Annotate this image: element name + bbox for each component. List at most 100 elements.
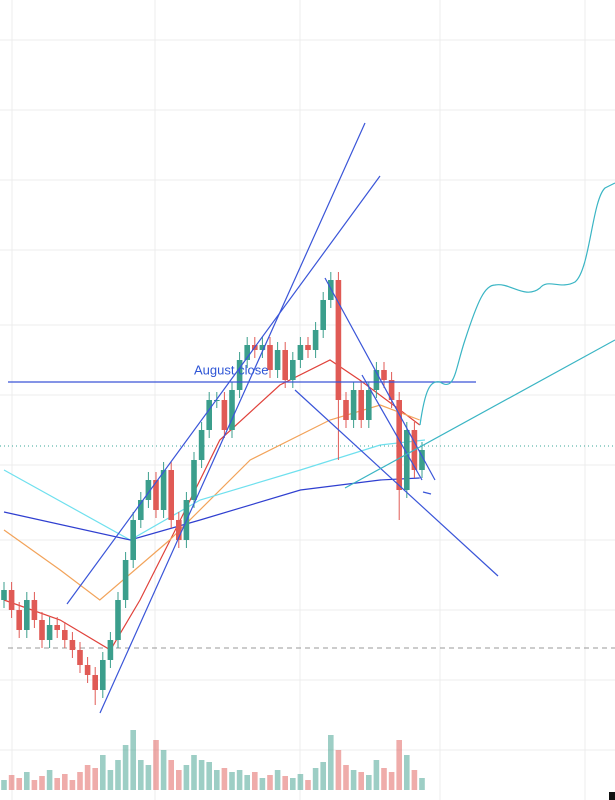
- volume-bar: [320, 762, 326, 790]
- candle-body: [328, 280, 334, 300]
- volume-bar: [274, 770, 281, 790]
- candle-body: [305, 345, 311, 350]
- candle-body: [381, 370, 387, 380]
- volume-bar: [373, 760, 380, 790]
- volume-bar: [411, 770, 418, 790]
- candle-body: [100, 660, 106, 690]
- volume-bar: [404, 755, 410, 790]
- trend-line: [422, 491, 432, 495]
- volume-bar: [107, 770, 114, 790]
- volume-bar: [176, 770, 182, 790]
- channel-line: [66, 175, 381, 605]
- candle-body: [221, 400, 228, 430]
- volume-bar: [122, 745, 129, 790]
- volume-bar: [16, 778, 22, 790]
- volume-bar: [46, 770, 53, 790]
- volume-bar: [214, 770, 220, 790]
- candle-body: [206, 400, 212, 430]
- volume-bar: [350, 770, 357, 790]
- candle-body: [191, 460, 197, 500]
- candle-body: [46, 625, 53, 640]
- trend-line: [361, 374, 423, 481]
- candle-body: [419, 450, 425, 470]
- candle-body: [69, 640, 76, 650]
- corner-marker: [609, 792, 615, 800]
- candle-body: [115, 600, 121, 640]
- forecast-path: [419, 182, 615, 426]
- volume-bar: [39, 776, 45, 790]
- candle-body: [320, 300, 326, 330]
- volume-bar: [358, 772, 364, 790]
- volume-bar: [168, 760, 174, 790]
- volume-bar: [8, 775, 15, 790]
- candle-body: [388, 380, 395, 400]
- candle-body: [107, 640, 114, 660]
- volume-bar: [252, 772, 258, 790]
- candle-body: [282, 350, 288, 380]
- volume-bar: [24, 772, 30, 790]
- volume-bar: [312, 768, 319, 790]
- volume-bar: [290, 778, 296, 790]
- candle-body: [229, 390, 235, 430]
- volume-bar: [381, 768, 387, 790]
- candle-body: [31, 600, 38, 620]
- candle-body: [274, 350, 281, 370]
- drawings: [8, 122, 499, 714]
- volume-bar: [366, 775, 372, 790]
- volume-bar: [69, 780, 76, 790]
- candle-body: [297, 345, 304, 360]
- candle-body: [24, 600, 30, 630]
- forecast: [344, 182, 615, 489]
- candle-body: [84, 665, 91, 675]
- forecast-line: [344, 339, 615, 489]
- volume-bar: [206, 762, 212, 790]
- volume-bar: [1, 780, 7, 790]
- candle-body: [244, 345, 250, 360]
- candle-body: [130, 520, 136, 560]
- volume-bar: [31, 780, 38, 790]
- candle-body: [145, 480, 152, 500]
- volume-bar: [145, 765, 152, 790]
- volume-bar: [183, 765, 190, 790]
- volume-bar: [343, 765, 349, 790]
- volume-bar: [221, 768, 228, 790]
- volume-bar: [229, 772, 235, 790]
- moving-average: [3, 359, 421, 651]
- candle-body: [92, 675, 98, 690]
- candle-body: [236, 360, 243, 390]
- volume-bar: [282, 776, 288, 790]
- volume-bar: [92, 768, 98, 790]
- candle-body: [358, 390, 364, 420]
- annotation: August close: [194, 362, 268, 377]
- candle-body: [122, 560, 129, 600]
- volume-bar: [84, 765, 91, 790]
- candle-body: [350, 390, 357, 420]
- volume-bar: [115, 760, 121, 790]
- volume-bar: [138, 760, 144, 790]
- trend-line: [324, 277, 436, 481]
- trend-line: [294, 389, 499, 577]
- volume-bar: [259, 778, 266, 790]
- volume-bar: [388, 772, 395, 790]
- candle-body: [404, 430, 410, 490]
- candle-body: [335, 280, 342, 400]
- volume-bar: [198, 760, 205, 790]
- candle-body: [373, 370, 380, 390]
- volume-bar: [54, 778, 60, 790]
- candle-body: [1, 590, 7, 600]
- candle-body: [138, 500, 144, 520]
- candle-body: [396, 400, 402, 490]
- volume-bar: [191, 755, 197, 790]
- candle-body: [343, 400, 349, 420]
- moving-average: [3, 404, 420, 601]
- volume-bar: [419, 778, 425, 790]
- candle-body: [267, 345, 273, 370]
- candle-body: [290, 360, 296, 380]
- volume-bar: [335, 750, 342, 790]
- moving-average: [3, 439, 426, 541]
- candle-body: [160, 470, 167, 510]
- volume-bar: [236, 770, 243, 790]
- volume-bar: [244, 775, 250, 790]
- candle-body: [77, 650, 83, 665]
